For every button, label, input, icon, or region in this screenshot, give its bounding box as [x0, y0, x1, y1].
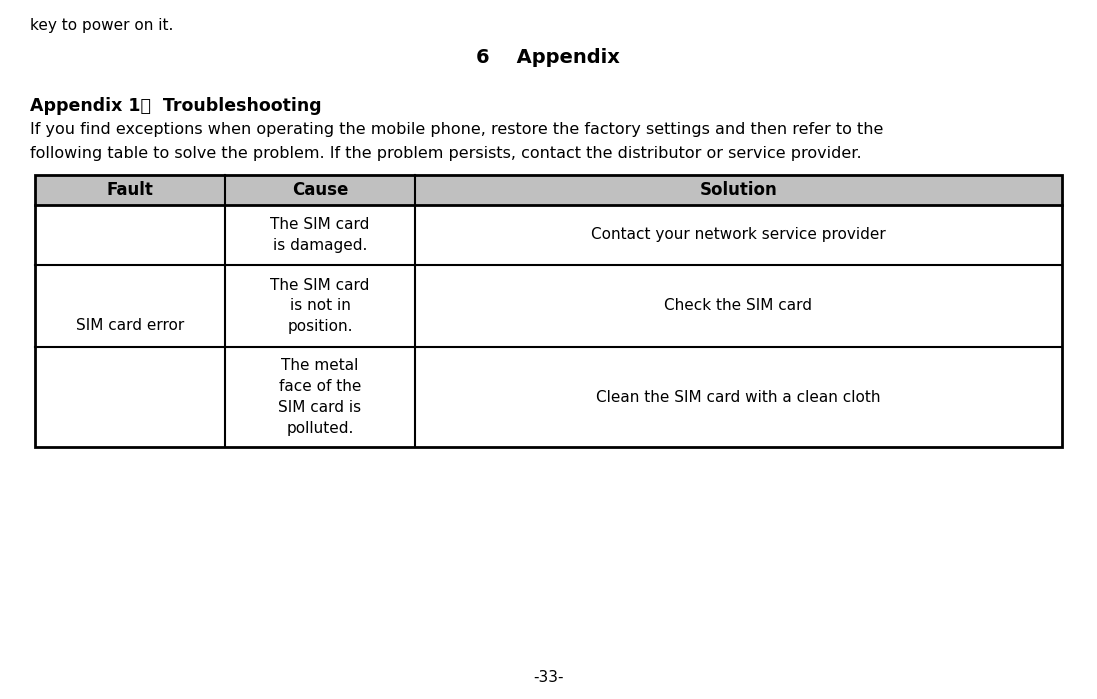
Text: 6    Appendix: 6 Appendix: [476, 48, 620, 67]
Text: The metal
face of the
SIM card is
polluted.: The metal face of the SIM card is pollut…: [279, 358, 362, 436]
Text: Fault: Fault: [106, 181, 154, 199]
Text: Check the SIM card: Check the SIM card: [665, 298, 813, 313]
Text: The SIM card
is not in
position.: The SIM card is not in position.: [270, 278, 370, 335]
Text: Appendix 1：  Troubleshooting: Appendix 1： Troubleshooting: [30, 97, 321, 115]
Bar: [35, 175, 1062, 447]
Text: If you find exceptions when operating the mobile phone, restore the factory sett: If you find exceptions when operating th…: [30, 122, 883, 137]
Text: following table to solve the problem. If the problem persists, contact the distr: following table to solve the problem. If…: [30, 146, 861, 161]
Text: The SIM card
is damaged.: The SIM card is damaged.: [270, 217, 370, 253]
Text: key to power on it.: key to power on it.: [30, 18, 173, 33]
Text: Contact your network service provider: Contact your network service provider: [591, 227, 886, 243]
Text: -33-: -33-: [533, 670, 563, 685]
Text: Cause: Cause: [292, 181, 348, 199]
Text: SIM card error: SIM card error: [76, 319, 184, 333]
Text: Solution: Solution: [700, 181, 778, 199]
Bar: [35, 175, 1062, 205]
Text: Clean the SIM card with a clean cloth: Clean the SIM card with a clean cloth: [597, 389, 881, 405]
